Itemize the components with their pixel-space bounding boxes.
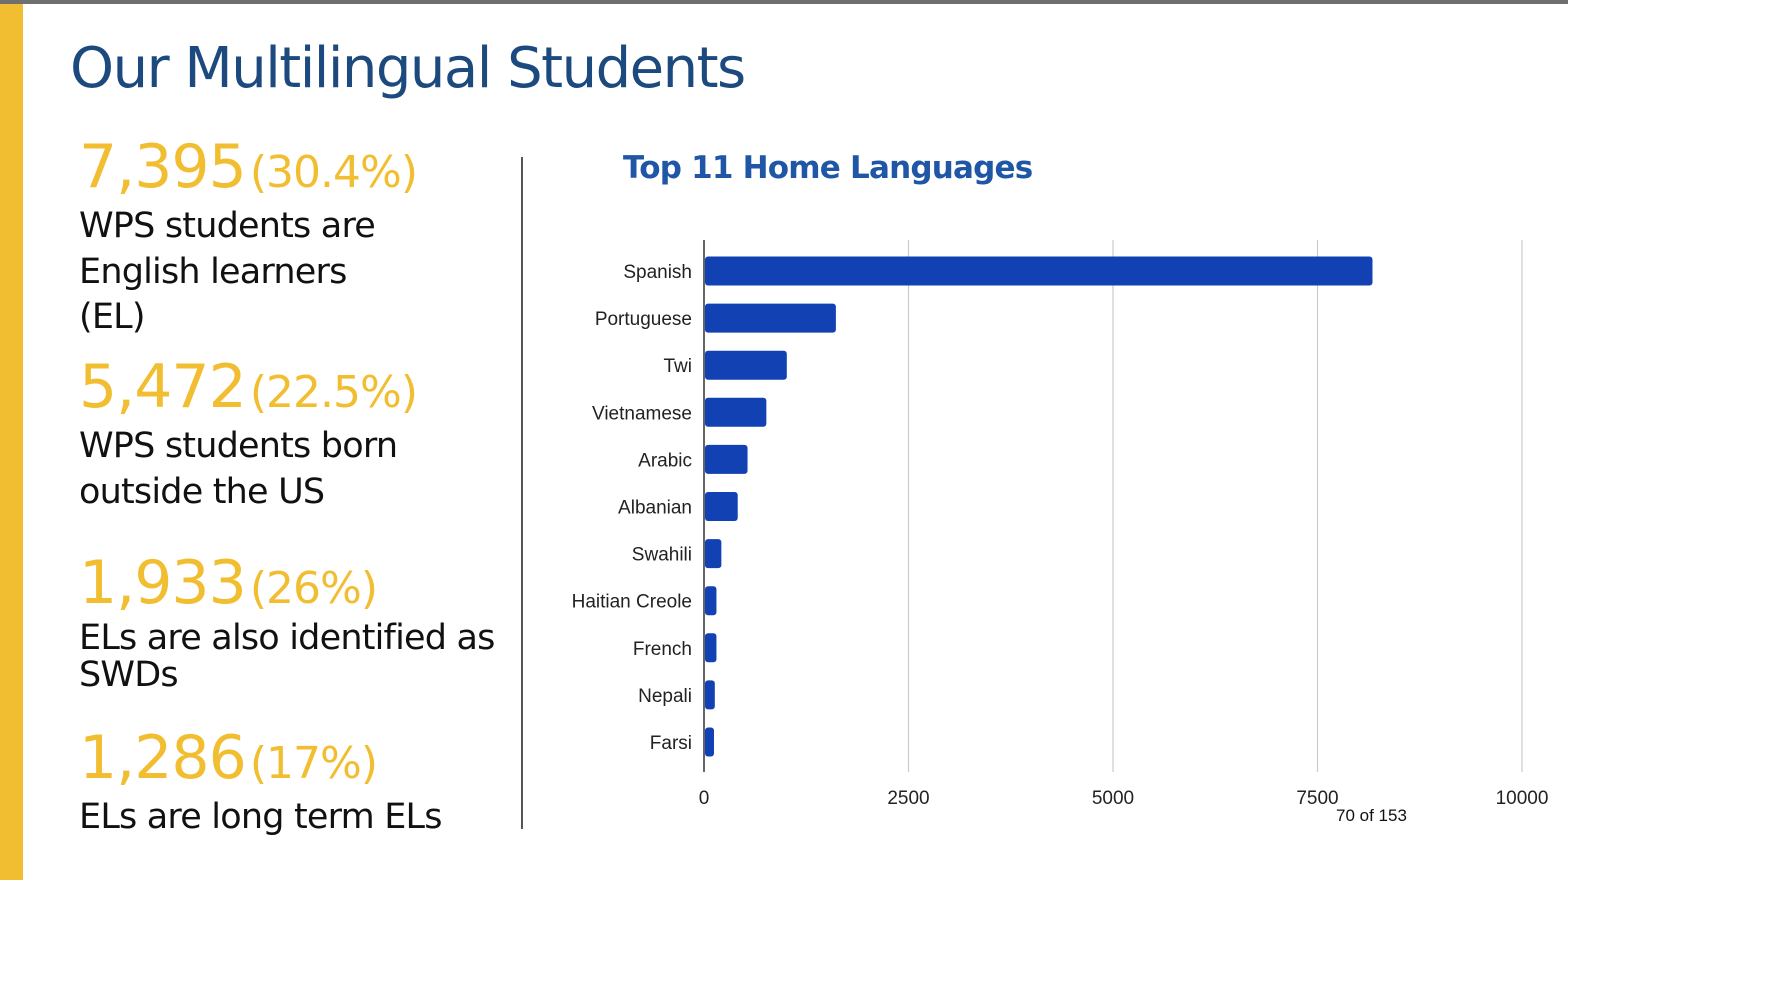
x-tick-label: 10000	[1496, 788, 1549, 809]
page-number: 70 of 153	[1336, 806, 1407, 825]
stat-headline: 5,472 (22.5%)	[79, 352, 509, 422]
bar-haitian-creole	[705, 586, 717, 616]
home-languages-chart: 0 2500 5000 7500 10000 Spanish Portuguese Twi Vi…	[572, 240, 1549, 809]
top-border	[0, 0, 1568, 4]
stat-description: WPS students born outside the US	[79, 426, 398, 512]
stat-headline: 1,933 (26%)	[79, 548, 509, 618]
stat-description: ELs are also identified as SWDs	[79, 618, 495, 695]
y-tick-label: Arabic	[638, 450, 692, 471]
stat-headline: 7,395 (30.4%)	[79, 132, 509, 202]
bar-twi	[705, 350, 787, 380]
bar-french	[705, 633, 717, 663]
accent-bar	[0, 4, 23, 880]
y-tick-label: Spanish	[623, 262, 692, 283]
stat-percent: (30.4%)	[249, 147, 418, 198]
stat-number: 1,286	[79, 723, 247, 793]
y-tick-label: Swahili	[632, 545, 692, 566]
chart-title: Top 11 Home Languages	[623, 150, 1033, 186]
bar-portuguese	[705, 303, 836, 333]
column-divider	[521, 157, 523, 829]
stat-headline: 1,286 (17%)	[79, 723, 509, 793]
stat-percent: (26%)	[249, 563, 378, 614]
stat-number: 7,395	[79, 132, 247, 202]
page-title: Our Multilingual Students	[70, 36, 746, 101]
y-tick-label: Twi	[664, 356, 693, 377]
y-tick-label: Vietnamese	[592, 403, 692, 424]
y-tick-label: Nepali	[638, 686, 692, 707]
y-tick-label: Farsi	[650, 733, 692, 754]
bar-farsi	[705, 727, 714, 757]
stat-description: WPS students are English learners (EL)	[79, 206, 376, 337]
stat-english-learners: 7,395 (30.4%) WPS students are English l…	[79, 132, 509, 341]
x-tick-label: 0	[699, 788, 710, 809]
y-tick-label: Haitian Creole	[572, 592, 692, 613]
stat-born-outside-us: 5,472 (22.5%) WPS students born outside …	[79, 352, 509, 515]
x-tick-label: 5000	[1092, 788, 1134, 809]
stat-long-term-els: 1,286 (17%) ELs are long term ELs	[79, 723, 509, 841]
bar-arabic	[705, 444, 748, 474]
stat-percent: (22.5%)	[249, 367, 418, 418]
bar-swahili	[705, 539, 722, 569]
y-tick-label: French	[633, 639, 692, 660]
bar-nepali	[705, 680, 715, 710]
stat-els-swds: 1,933 (26%) ELs are also identified as S…	[79, 548, 509, 694]
x-tick-label: 2500	[887, 788, 929, 809]
bar-vietnamese	[705, 397, 767, 427]
bar-spanish	[705, 256, 1373, 286]
stat-number: 1,933	[79, 548, 247, 618]
y-tick-label: Albanian	[618, 498, 692, 519]
y-tick-label: Portuguese	[595, 309, 692, 330]
x-tick-label: 7500	[1296, 788, 1338, 809]
stat-description: ELs are long term ELs	[79, 797, 442, 837]
stat-number: 5,472	[79, 352, 247, 422]
bar-albanian	[705, 492, 738, 521]
stat-percent: (17%)	[249, 738, 378, 789]
